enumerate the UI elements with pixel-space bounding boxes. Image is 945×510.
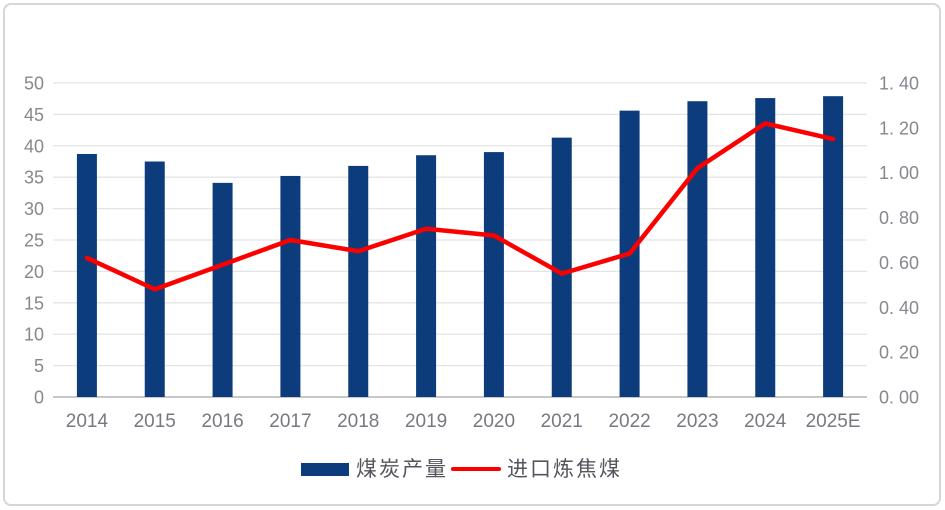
x-tick-label: 2021 — [541, 411, 583, 432]
x-tick-label: 2023 — [676, 411, 718, 432]
x-tick-label: 2018 — [337, 411, 379, 432]
left-tick-label: 15 — [24, 293, 44, 313]
left-tick-label: 25 — [24, 231, 44, 251]
legend-line-swatch — [451, 466, 501, 472]
bar-2018 — [348, 165, 369, 397]
left-tick-label: 50 — [24, 74, 44, 94]
bar-2019 — [416, 155, 437, 397]
left-tick-label: 35 — [24, 168, 44, 188]
legend-bar-swatch — [301, 462, 349, 476]
bar-2025E — [823, 96, 844, 398]
bar-2021 — [551, 137, 572, 398]
legend-bar-label: 煤炭产量 — [356, 457, 448, 481]
x-tick-label: 2024 — [744, 411, 787, 432]
bar-2023 — [687, 101, 708, 397]
right-tick-label: 1. 20 — [879, 118, 919, 138]
right-tick-label: 0. 40 — [879, 298, 919, 318]
x-tick-label: 2014 — [66, 411, 109, 432]
x-tick-label: 2019 — [405, 411, 447, 432]
left-tick-label: 10 — [24, 325, 44, 345]
x-tick-label: 2020 — [473, 411, 515, 432]
left-tick-label: 20 — [24, 262, 44, 282]
x-tick-label: 2016 — [201, 411, 243, 432]
bar-2015 — [144, 161, 165, 397]
left-tick-label: 40 — [24, 136, 44, 156]
chart-legend: 煤炭产量 进口炼焦煤 — [301, 457, 622, 481]
bar-2020 — [483, 152, 504, 397]
left-tick-label: 5 — [34, 356, 44, 376]
right-tick-label: 1. 40 — [879, 74, 919, 94]
bar-series — [76, 96, 844, 398]
right-tick-label: 0. 60 — [879, 253, 919, 273]
bar-2017 — [280, 175, 301, 397]
left-axis-labels: 0 5 10 15 20 25 30 35 40 45 50 — [24, 74, 44, 408]
right-tick-label: 0. 20 — [879, 343, 919, 363]
right-tick-label: 1. 00 — [879, 163, 919, 183]
bar-2014 — [76, 153, 97, 397]
x-axis-labels: 2014 2015 2016 2017 2018 2019 2020 2021 2022 2023… — [66, 411, 861, 432]
x-tick-label: 2015 — [134, 411, 176, 432]
legend-line-label: 进口炼焦煤 — [507, 457, 622, 481]
gridlines — [53, 82, 867, 398]
right-tick-label: 0. 80 — [879, 208, 919, 228]
left-tick-label: 45 — [24, 105, 44, 125]
left-tick-label: 0 — [34, 388, 44, 408]
x-tick-label: 2025E — [806, 411, 861, 432]
line-series — [84, 120, 836, 292]
x-tick-label: 2017 — [269, 411, 311, 432]
x-tick-label: 2022 — [608, 411, 650, 432]
right-axis-labels: 0. 00 0. 20 0. 40 0. 60 0. 80 1. 00 1. 20 1. 40 — [879, 74, 919, 408]
right-tick-label: 0. 00 — [879, 388, 919, 408]
left-tick-label: 30 — [24, 199, 44, 219]
bar-2016 — [212, 182, 233, 397]
bar-2024 — [755, 98, 776, 398]
